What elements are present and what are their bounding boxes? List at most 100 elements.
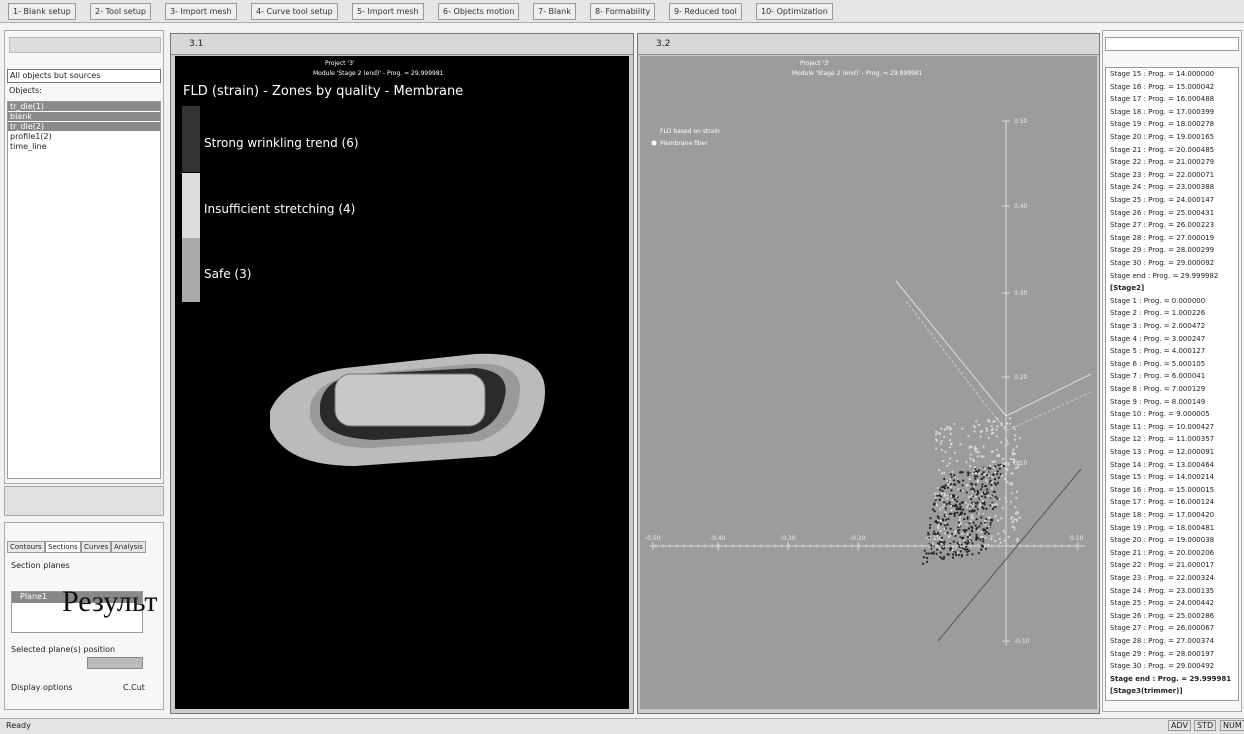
stage-item[interactable]: Stage 1 : Prog. = 0.000000 <box>1110 296 1206 305</box>
object-item[interactable]: tr_die(2) <box>8 122 160 131</box>
stage-item[interactable]: Stage 19 : Prog. = 18.000481 <box>1110 523 1215 532</box>
stage-item[interactable]: [Stage2] <box>1110 284 1145 293</box>
stage-item[interactable]: Stage 15 : Prog. = 14.000214 <box>1110 473 1215 482</box>
stage-item[interactable]: Stage 23 : Prog. = 22.000071 <box>1110 170 1215 179</box>
toolbar-button[interactable]: 4- Curve tool setup <box>251 3 338 20</box>
strain-point <box>981 502 984 505</box>
tab[interactable]: Contours <box>7 541 45 553</box>
stage-item[interactable]: Stage 13 : Prog. = 12.000091 <box>1110 448 1215 456</box>
stage-item[interactable]: Stage 29 : Prog. = 28.000299 <box>1110 246 1215 255</box>
stage-item[interactable]: Stage 14 : Prog. = 13.000464 <box>1110 460 1215 469</box>
toolbar-button[interactable]: 9- Reduced tool <box>669 3 742 20</box>
toolbar-button[interactable]: 6- Objects motion <box>438 3 520 20</box>
stage-item[interactable]: Stage 28 : Prog. = 27.000374 <box>1110 637 1215 645</box>
strain-point <box>1003 425 1007 429</box>
strain-point <box>944 532 947 535</box>
strain-point <box>968 446 971 449</box>
stage-item[interactable]: Stage 15 : Prog. = 14.000000 <box>1110 70 1215 78</box>
strain-point <box>959 538 962 541</box>
stage-item[interactable]: Stage 17 : Prog. = 16.000488 <box>1110 95 1215 104</box>
strain-point <box>938 547 941 550</box>
strain-point <box>947 535 950 538</box>
strain-point <box>940 448 943 451</box>
object-item[interactable]: profile1(2) <box>10 132 52 141</box>
stage-item[interactable]: Stage 18 : Prog. = 17.000420 <box>1110 511 1215 519</box>
stage-item[interactable]: Stage 11 : Prog. = 10.000427 <box>1110 422 1215 431</box>
stage-item[interactable]: Stage 12 : Prog. = 11.000357 <box>1110 435 1215 444</box>
stage-item[interactable]: Stage 22 : Prog. = 21.000017 <box>1110 561 1215 570</box>
x-tick-label: -0.40 <box>710 535 726 542</box>
stage-item[interactable]: Stage 26 : Prog. = 25.000431 <box>1110 208 1215 217</box>
object-item[interactable]: tr_die(1) <box>8 102 160 111</box>
strain-point <box>968 477 972 481</box>
object-item[interactable]: blank <box>8 112 160 121</box>
stage-item[interactable]: Stage 24 : Prog. = 23.000388 <box>1110 183 1215 192</box>
toolbar-button[interactable]: 10- Optimization <box>756 3 833 20</box>
stage-item[interactable]: Stage 19 : Prog. = 18.000278 <box>1110 120 1215 129</box>
tab[interactable]: Analysis <box>111 541 146 553</box>
stage-item[interactable]: Stage 17 : Prog. = 16.000124 <box>1110 498 1215 507</box>
stage-item[interactable]: Stage 20 : Prog. = 19.000165 <box>1110 133 1215 141</box>
stage-item[interactable]: Stage 25 : Prog. = 24.000442 <box>1110 599 1215 608</box>
toolbar-button[interactable]: 3- Import mesh <box>165 3 237 20</box>
stage-item[interactable]: Stage 29 : Prog. = 28.000197 <box>1110 649 1215 658</box>
plane-item[interactable]: Plane1 <box>12 592 142 603</box>
stage-item[interactable]: Stage end : Prog. = 29.999981 <box>1110 674 1232 683</box>
strain-point <box>986 526 989 530</box>
strain-point <box>942 459 945 463</box>
strain-point <box>1013 458 1016 461</box>
stage-item[interactable]: Stage 25 : Prog. = 24.000147 <box>1110 196 1215 204</box>
strain-point <box>970 516 973 519</box>
stage-item[interactable]: Stage 26 : Prog. = 25.000286 <box>1110 611 1215 620</box>
stage-item[interactable]: Stage 20 : Prog. = 19.000038 <box>1110 536 1215 545</box>
position-slider[interactable] <box>87 657 143 669</box>
stage-item[interactable]: Stage 3 : Prog. = 2.000472 <box>1110 322 1206 330</box>
strain-point <box>928 526 932 529</box>
filter-dropdown[interactable]: All objects but sources <box>7 69 161 83</box>
toolbar-button[interactable]: 1- Blank setup <box>8 3 76 20</box>
object-item[interactable]: time_line <box>10 142 47 151</box>
search-box[interactable] <box>1105 37 1239 51</box>
stage-item[interactable]: Stage 16 : Prog. = 15.000042 <box>1110 82 1215 91</box>
stage-item[interactable]: Stage 24 : Prog. = 23.000135 <box>1110 586 1215 595</box>
strain-point <box>972 502 975 505</box>
strain-point <box>991 427 994 430</box>
stage-item[interactable]: Stage 7 : Prog. = 6.000041 <box>1110 372 1206 381</box>
stage-item[interactable]: Stage 4 : Prog. = 3.000247 <box>1110 334 1206 343</box>
stage-item[interactable]: Stage 2 : Prog. = 1.000226 <box>1110 309 1206 318</box>
strain-point <box>982 445 985 448</box>
strain-point <box>935 519 938 523</box>
strain-point <box>987 475 990 478</box>
stage-item[interactable]: Stage 30 : Prog. = 29.000492 <box>1110 662 1215 671</box>
stage-item[interactable]: Stage 28 : Prog. = 27.000019 <box>1110 233 1215 242</box>
strain-point <box>992 460 995 463</box>
stage-item[interactable]: Stage 16 : Prog. = 15.000015 <box>1110 485 1215 494</box>
stage-item[interactable]: Stage 10 : Prog. = 9.000005 <box>1110 410 1210 419</box>
stage-item[interactable]: [Stage3(trimmer)] <box>1110 687 1183 696</box>
stage-item[interactable]: Stage 18 : Prog. = 17.000399 <box>1110 107 1215 116</box>
stage-item[interactable]: Stage 9 : Prog. = 8.000149 <box>1110 397 1206 406</box>
strain-point <box>1000 464 1003 467</box>
strain-point <box>946 531 949 534</box>
stage-item[interactable]: Stage 21 : Prog. = 20.000485 <box>1110 145 1215 154</box>
stage-item[interactable]: Stage 27 : Prog. = 26.000223 <box>1110 221 1215 230</box>
objects-list: tr_die(1) blank tr_die(2) profile1(2) time_l… <box>7 101 161 479</box>
tab[interactable]: Curves <box>81 541 112 553</box>
stage-item[interactable]: Stage end : Prog. = 29.999982 <box>1110 271 1219 280</box>
toolbar-button[interactable]: 8- Formability <box>590 3 656 20</box>
stage-item[interactable]: Stage 21 : Prog. = 20.000206 <box>1110 548 1215 557</box>
stage-item[interactable]: Stage 27 : Prog. = 26.000067 <box>1110 624 1215 633</box>
stage-item[interactable]: Stage 30 : Prog. = 29.000092 <box>1110 259 1215 267</box>
stage-item[interactable]: Stage 5 : Prog. = 4.000127 <box>1110 347 1206 356</box>
toolbar-button[interactable]: 5- Import mesh <box>352 3 424 20</box>
toolbar-button[interactable]: 7- Blank <box>533 3 576 20</box>
strain-point <box>936 544 939 548</box>
tab-bar: Contours Sections Curves Analysis <box>7 541 161 555</box>
stage-item[interactable]: Stage 23 : Prog. = 22.000324 <box>1110 574 1215 582</box>
stage-item[interactable]: Stage 6 : Prog. = 5.000105 <box>1110 359 1206 368</box>
stage-item[interactable]: Stage 22 : Prog. = 21.000279 <box>1110 158 1215 167</box>
stage-item[interactable]: Stage 8 : Prog. = 7.000129 <box>1110 385 1206 393</box>
tab[interactable]: Sections <box>45 541 81 553</box>
y-tick-label: 0.20 <box>1014 374 1028 381</box>
toolbar-button[interactable]: 2- Tool setup <box>90 3 151 20</box>
